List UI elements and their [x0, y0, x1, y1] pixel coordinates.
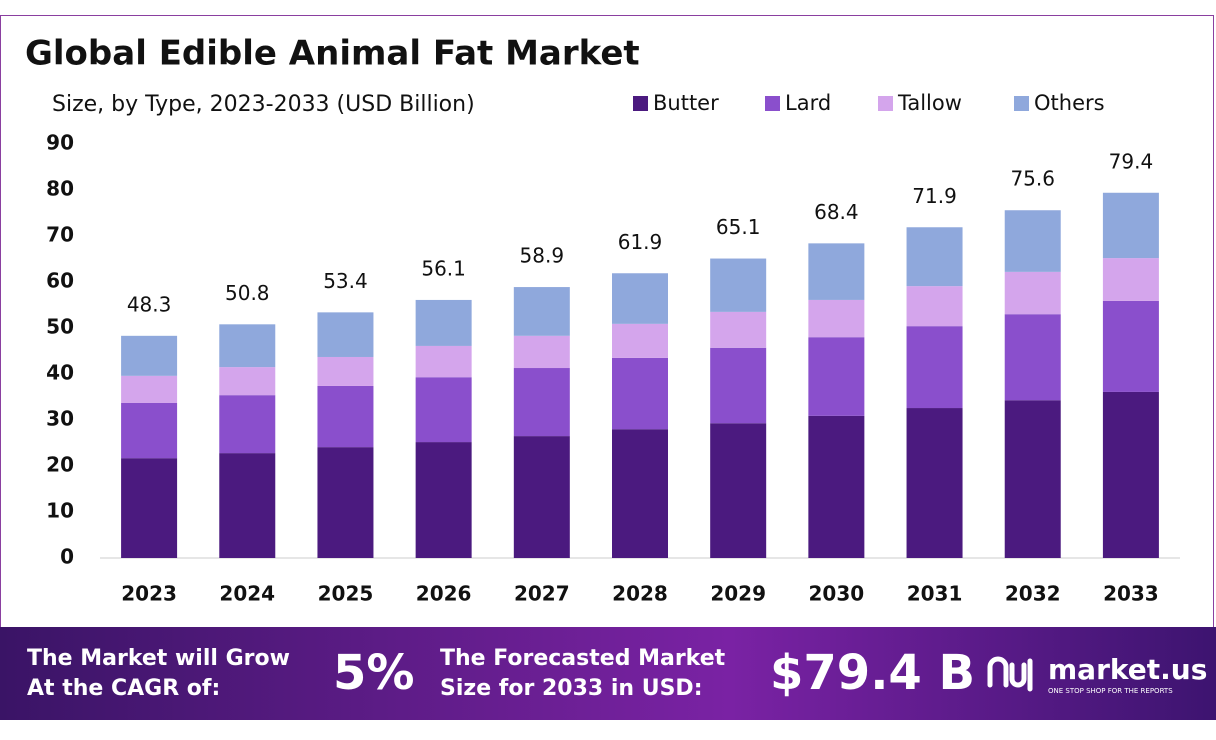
frame [0, 15, 1214, 627]
x-tick-label: 2032 [1005, 582, 1061, 606]
bar-segment [513, 436, 570, 558]
chart-subtitle: Size, by Type, 2023-2033 (USD Billion) [52, 92, 475, 117]
bar-segment [1102, 391, 1159, 558]
x-tick-label: 2025 [318, 582, 374, 606]
legend-label: Others [1034, 91, 1105, 115]
bar-segment [317, 312, 374, 357]
total-label: 79.4 [1109, 149, 1154, 173]
cagr-text: The Market will Grow [27, 646, 290, 671]
bar-segment [710, 347, 767, 424]
y-tick-label: 0 [60, 545, 74, 569]
legend-swatch [1014, 96, 1029, 111]
x-tick-label: 2027 [514, 582, 570, 606]
chart: Global Edible Animal Fat Market Size, by… [25, 34, 1180, 606]
x-tick-label: 2031 [907, 582, 963, 606]
legend-swatch [765, 96, 780, 111]
bar-segment [317, 447, 374, 558]
total-label: 56.1 [421, 256, 466, 280]
y-tick-label: 20 [46, 453, 74, 477]
legend-label: Lard [785, 91, 831, 115]
footer: The Market will Grow At the CAGR of: 5% … [0, 627, 1216, 720]
total-label: 65.1 [716, 215, 761, 239]
bar-segment [808, 299, 865, 338]
bar-segment [1102, 300, 1159, 392]
bar-segment [906, 227, 963, 287]
bar-segment [612, 273, 668, 324]
bar-segment [1004, 271, 1061, 315]
y-tick-label: 40 [46, 361, 74, 385]
total-label: 50.8 [225, 281, 270, 305]
bar-segment [317, 385, 374, 448]
x-tick-label: 2024 [219, 582, 275, 606]
bar-segment [415, 377, 472, 443]
forecast-value: $79.4 B [770, 645, 976, 701]
bar-segment [121, 458, 178, 558]
bar-segment [906, 326, 963, 409]
total-label: 58.9 [520, 244, 565, 268]
bar-segment [219, 395, 276, 454]
y-tick-label: 50 [46, 315, 74, 339]
bar-segment [1004, 314, 1061, 401]
bar-segment [612, 429, 668, 558]
bar-segment [710, 311, 767, 348]
x-tick-label: 2028 [612, 582, 668, 606]
bar-segment [710, 258, 767, 312]
total-label: 61.9 [618, 230, 663, 254]
total-label: 48.3 [127, 292, 172, 316]
x-tick-label: 2029 [710, 582, 766, 606]
brand-name: market.us [1048, 653, 1208, 686]
bar-segment [808, 415, 865, 558]
bar-segment [906, 286, 963, 327]
bar-segment [1004, 210, 1061, 272]
brand-logo [987, 656, 1033, 692]
bar-segment [513, 335, 570, 369]
total-label: 71.9 [912, 184, 957, 208]
bar-segment [513, 287, 570, 336]
bar-segment [415, 345, 472, 378]
y-tick-label: 70 [46, 223, 74, 247]
bar-segment [710, 423, 767, 558]
bar-segment [219, 324, 276, 368]
bar-segment [121, 375, 178, 403]
forecast-text: The Forecasted Market [440, 646, 726, 671]
y-tick-label: 90 [46, 131, 74, 155]
chart-title: Global Edible Animal Fat Market [25, 34, 640, 74]
bar-segment [219, 367, 276, 396]
x-tick-label: 2033 [1103, 582, 1159, 606]
y-tick-label: 10 [46, 499, 74, 523]
bar-segment [906, 408, 963, 558]
total-label: 53.4 [323, 269, 368, 293]
legend-swatch [633, 96, 648, 111]
x-tick-label: 2030 [809, 582, 865, 606]
brand-tagline: ONE STOP SHOP FOR THE REPORTS [1048, 687, 1173, 695]
x-tick-label: 2023 [121, 582, 177, 606]
y-tick-label: 60 [46, 269, 74, 293]
cagr-value: 5% [333, 645, 415, 701]
bar-segment [415, 299, 472, 346]
y-tick-label: 30 [46, 407, 74, 431]
forecast-text: Size for 2033 in USD: [440, 676, 703, 701]
bar-segment [317, 356, 374, 386]
bar-segment [513, 368, 570, 437]
total-label: 75.6 [1010, 167, 1055, 191]
bar-segment [1004, 400, 1061, 558]
bar-segment [612, 357, 668, 430]
total-label: 68.4 [814, 200, 859, 224]
bar-segment [612, 323, 668, 358]
bar-segment [1102, 192, 1159, 259]
legend-swatch [878, 96, 893, 111]
y-tick-label: 80 [46, 177, 74, 201]
bar-segment [219, 453, 276, 558]
bar-segment [121, 335, 178, 376]
bar-segment [808, 337, 865, 416]
cagr-text: At the CAGR of: [27, 676, 221, 701]
legend-label: Tallow [897, 91, 962, 115]
bar-segment [1102, 258, 1159, 301]
bar-segment [415, 442, 472, 558]
legend-label: Butter [653, 91, 719, 115]
x-tick-label: 2026 [416, 582, 472, 606]
bar-segment [121, 402, 178, 459]
bar-segment [808, 243, 865, 300]
